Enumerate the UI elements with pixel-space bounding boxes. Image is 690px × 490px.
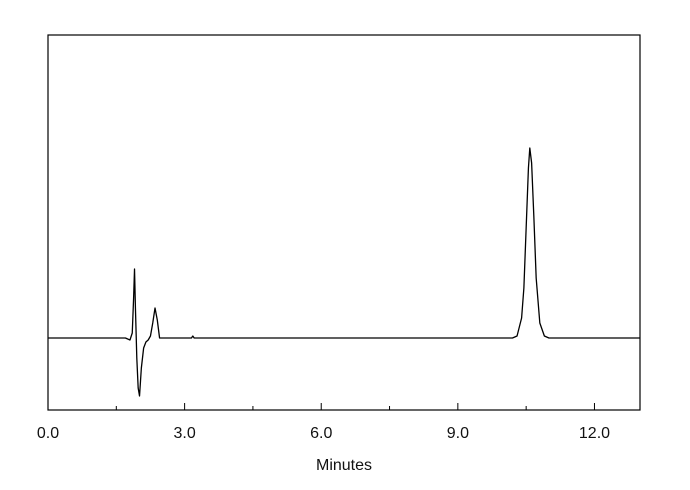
x-tick-label: 9.0 [447,425,469,442]
x-tick-label: 3.0 [173,425,195,442]
plot-frame [47,34,641,411]
x-tick-label: 0.0 [37,425,59,442]
data-line [48,147,640,397]
x-tick-label: 12.0 [579,425,610,442]
x-tick-label: 6.0 [310,425,332,442]
x-axis-title: Minutes [316,457,372,474]
